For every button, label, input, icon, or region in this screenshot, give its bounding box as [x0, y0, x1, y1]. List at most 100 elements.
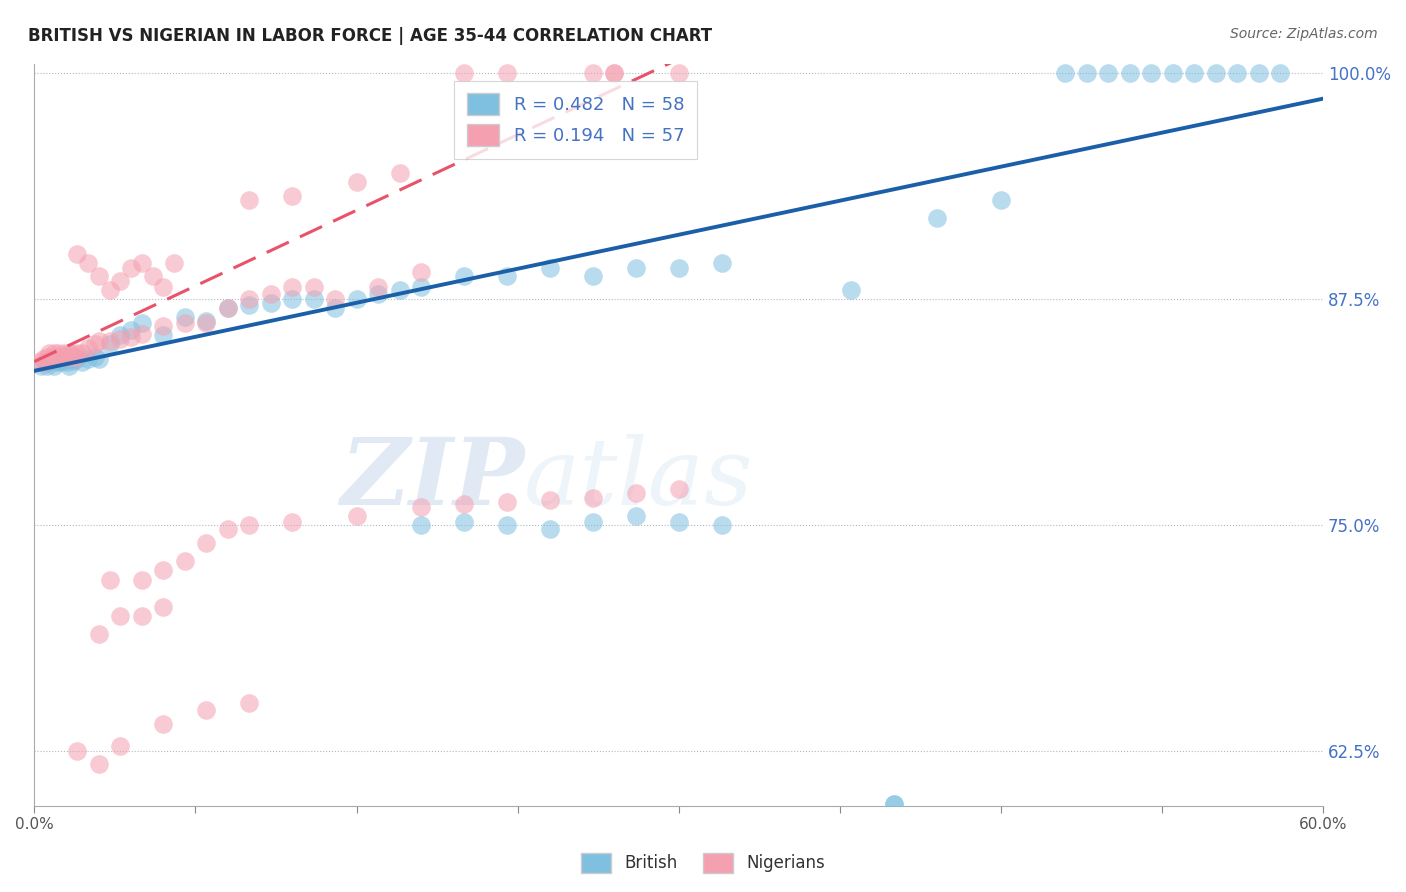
Point — [195, 314, 218, 328]
Point — [538, 492, 561, 507]
Point — [30, 359, 52, 373]
Point — [1054, 66, 1077, 80]
Point — [925, 211, 948, 225]
Point — [98, 573, 121, 587]
Point — [87, 351, 110, 366]
Point — [1205, 66, 1227, 80]
Point — [62, 353, 84, 368]
Text: Source: ZipAtlas.com: Source: ZipAtlas.com — [1230, 27, 1378, 41]
Point — [538, 261, 561, 276]
Point — [98, 283, 121, 297]
Point — [668, 66, 690, 80]
Point — [538, 522, 561, 536]
Point — [34, 355, 56, 369]
Point — [1097, 66, 1119, 80]
Point — [496, 268, 519, 283]
Point — [388, 283, 411, 297]
Point — [42, 346, 65, 360]
Point — [238, 297, 260, 311]
Point — [1076, 66, 1098, 80]
Point — [110, 739, 132, 753]
Point — [152, 319, 174, 334]
Point — [152, 279, 174, 293]
Point — [83, 350, 105, 364]
Point — [152, 328, 174, 343]
Point — [1140, 66, 1163, 80]
Point — [110, 328, 132, 343]
Point — [87, 756, 110, 771]
Point — [217, 522, 239, 536]
Point — [839, 283, 862, 297]
Point — [195, 703, 218, 717]
Point — [46, 351, 69, 366]
Point — [83, 337, 105, 351]
Point — [238, 696, 260, 710]
Point — [195, 316, 218, 330]
Point — [41, 351, 63, 366]
Point — [710, 518, 733, 533]
Point — [624, 485, 647, 500]
Point — [87, 627, 110, 641]
Point — [1247, 66, 1270, 80]
Point — [42, 359, 65, 373]
Point — [53, 346, 76, 360]
Point — [38, 355, 60, 369]
Point — [496, 66, 519, 80]
Point — [120, 330, 142, 344]
Point — [195, 536, 218, 550]
Point — [302, 279, 325, 293]
Point — [28, 355, 51, 369]
Point — [367, 279, 389, 293]
Point — [66, 351, 89, 366]
Point — [346, 292, 368, 306]
Point — [453, 497, 475, 511]
Point — [990, 193, 1012, 207]
Point — [409, 518, 432, 533]
Point — [624, 509, 647, 524]
Point — [110, 274, 132, 288]
Point — [77, 351, 100, 366]
Point — [131, 608, 153, 623]
Point — [238, 292, 260, 306]
Point — [58, 359, 80, 373]
Point — [37, 350, 59, 364]
Point — [409, 265, 432, 279]
Point — [58, 346, 80, 360]
Point — [49, 350, 72, 364]
Point — [1226, 66, 1249, 80]
Point — [66, 744, 89, 758]
Point — [66, 247, 89, 261]
Point — [46, 346, 69, 360]
Point — [45, 355, 67, 369]
Point — [323, 292, 346, 306]
Point — [668, 261, 690, 276]
Point — [51, 350, 73, 364]
Point — [323, 301, 346, 316]
Point — [1270, 66, 1292, 80]
Point — [409, 279, 432, 293]
Point — [883, 797, 905, 811]
Point — [603, 66, 626, 80]
Point — [77, 341, 100, 355]
Point — [624, 261, 647, 276]
Point — [55, 355, 77, 369]
Point — [582, 66, 605, 80]
Point — [98, 334, 121, 348]
Point — [41, 351, 63, 366]
Point — [281, 279, 304, 293]
Point — [98, 337, 121, 351]
Point — [45, 350, 67, 364]
Point — [62, 350, 84, 364]
Point — [152, 717, 174, 731]
Point — [582, 515, 605, 529]
Point — [710, 256, 733, 270]
Legend: British, Nigerians: British, Nigerians — [575, 847, 831, 880]
Point — [173, 554, 195, 568]
Point — [217, 301, 239, 316]
Text: atlas: atlas — [524, 434, 754, 524]
Point — [453, 515, 475, 529]
Point — [131, 573, 153, 587]
Point — [496, 518, 519, 533]
Point — [63, 350, 86, 364]
Point — [38, 346, 60, 360]
